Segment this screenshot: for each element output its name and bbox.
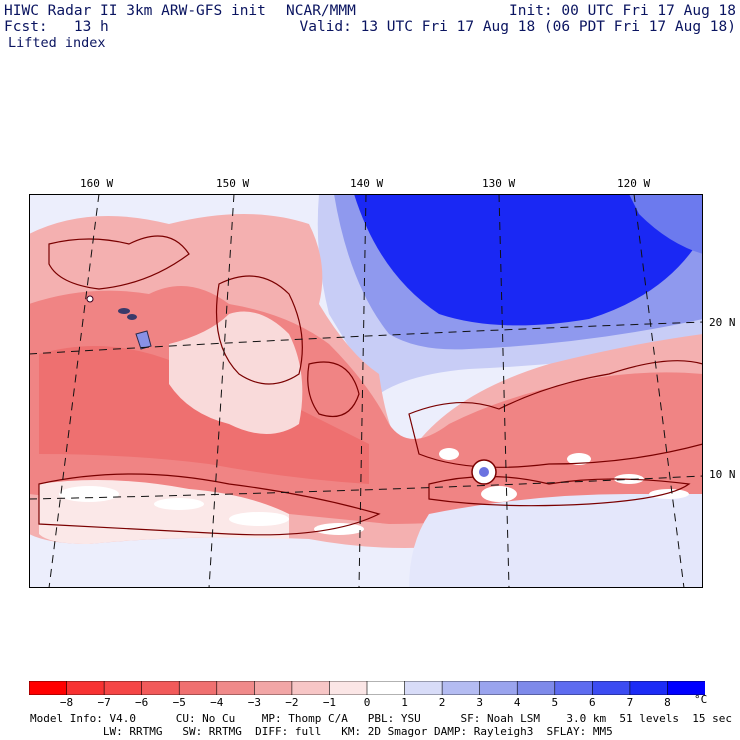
lon-label-160w: 160 W — [80, 177, 114, 190]
colorbar-swatch — [592, 681, 631, 695]
colorbar-tick-label: 2 — [438, 696, 446, 709]
meridian-120w — [633, 194, 685, 588]
colorbar-swatch — [404, 681, 443, 695]
colorbar-tick-label: −3 — [247, 696, 261, 709]
colorbar-tick-label: 8 — [664, 696, 671, 709]
colorbar-swatch — [216, 681, 256, 695]
latlon-grid — [29, 194, 703, 588]
colorbar-swatch — [554, 681, 594, 695]
parallel-10n — [29, 475, 703, 500]
colorbar-tick-label: 1 — [401, 696, 408, 709]
colorbar-unit: °C — [694, 693, 708, 706]
field-name: Lifted index — [8, 35, 106, 51]
colorbar-tick-label: −7 — [97, 696, 111, 709]
colorbar-swatch — [291, 681, 331, 695]
model-title: HIWC Radar II 3km ARW-GFS init — [4, 3, 266, 19]
lon-label-130w: 130 W — [482, 177, 516, 190]
colorbar-swatch — [441, 681, 481, 695]
unstable-zone-core — [39, 346, 369, 484]
model-info-line2: LW: RRTMG SW: RRTMG DIFF: full KM: 2D Sm… — [30, 725, 613, 738]
marginal-zone-central — [169, 311, 303, 434]
colorbar-tick-label: 3 — [476, 696, 483, 709]
valid-time: Valid: 13 UTC Fri 17 Aug 18 (06 PDT Fri … — [299, 19, 737, 35]
colorbar-tick-label: 6 — [589, 696, 596, 709]
hawaii-islands — [86, 295, 152, 350]
meridian-130w — [498, 194, 510, 588]
map-frame — [29, 194, 703, 588]
stable-zone-core — [354, 194, 703, 326]
colorbar-swatch — [366, 681, 406, 695]
init-time: Init: 00 UTC Fri 17 Aug 18 — [509, 3, 736, 19]
lon-label-140w: 140 W — [350, 177, 384, 190]
lifted-index-map — [29, 194, 703, 588]
forecast-hour: Fcst: 13 h — [4, 19, 109, 35]
colorbar-swatch — [516, 681, 556, 695]
colorbar-tick-label: −6 — [135, 696, 149, 709]
colorbar-swatch — [479, 681, 519, 695]
colorbar — [29, 681, 705, 695]
stable-zone-east — [629, 194, 703, 254]
lat-label-20n: 20 N — [709, 316, 736, 329]
colorbar-tick-label: 7 — [626, 696, 634, 709]
colorbar-swatch — [29, 681, 68, 695]
stable-zone-south — [409, 494, 703, 588]
colorbar-swatch — [254, 681, 293, 695]
colorbar-swatch — [66, 681, 105, 695]
colorbar-tick-label: −2 — [285, 696, 299, 709]
colorbar-swatch — [178, 681, 218, 695]
colorbar-tick-label: −5 — [172, 696, 186, 709]
lon-label-120w: 120 W — [617, 177, 651, 190]
model-info-line1: Model Info: V4.0 CU: No Cu MP: Thomp C/A… — [30, 712, 732, 725]
li-contours — [38, 235, 703, 536]
colorbar-tick-label: −1 — [322, 696, 337, 709]
colorbar-tick-label: 4 — [513, 696, 521, 709]
colorbar-tick-label: −8 — [59, 696, 74, 709]
lat-label-10n: 10 N — [709, 468, 736, 481]
lon-label-150w: 150 W — [216, 177, 250, 190]
colorbar-swatch — [329, 681, 368, 695]
organization-label: NCAR/MMM — [286, 3, 356, 19]
tropical-cyclone — [471, 459, 497, 485]
meridian-150w — [208, 194, 235, 588]
parallel-20n — [29, 321, 703, 355]
meridian-160w — [48, 194, 100, 588]
colorbar-tick-label: −4 — [210, 696, 224, 709]
colorbar-swatch — [629, 681, 669, 695]
meridian-140w — [358, 194, 367, 588]
colorbar-swatch — [667, 681, 705, 695]
colorbar-tick-label: 5 — [551, 696, 559, 709]
colorbar-swatch — [141, 681, 181, 695]
colorbar-swatch — [103, 681, 143, 695]
colorbar-tick-label: 0 — [363, 696, 371, 709]
